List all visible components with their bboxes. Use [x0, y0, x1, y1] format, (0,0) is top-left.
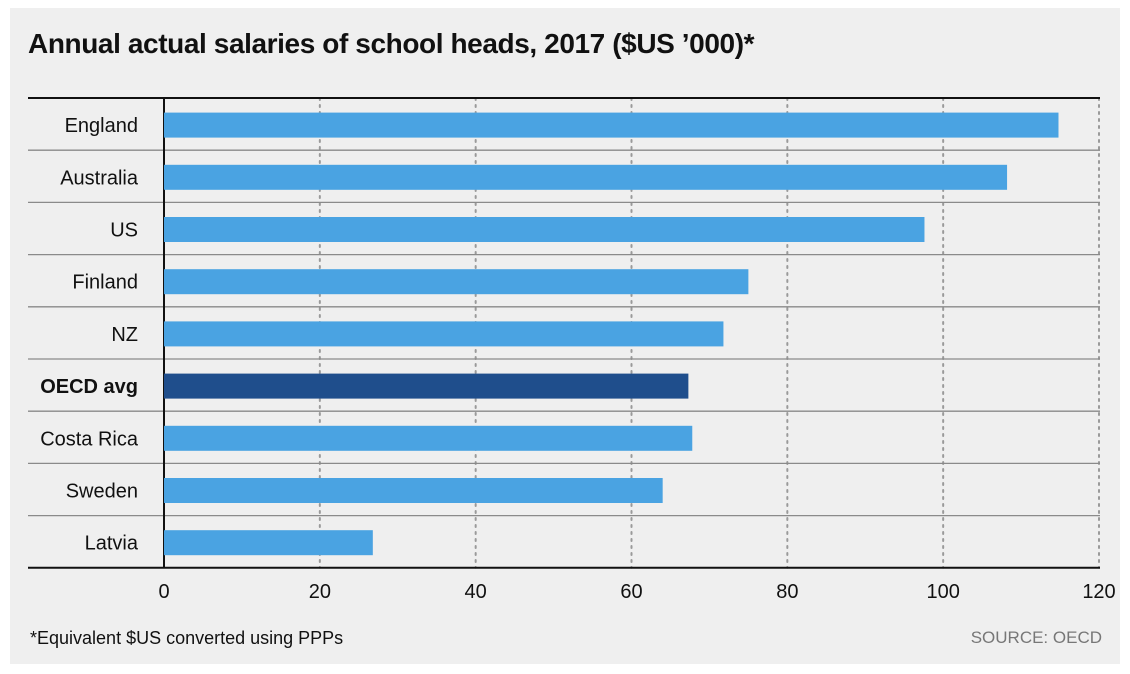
x-axis-ticks: 0 20 40 60 80 100 120 [158, 581, 1115, 603]
bar-australia [164, 164, 1008, 190]
category-label-oecd-avg: OECD avg [40, 376, 138, 398]
x-tick-label-120: 120 [1082, 581, 1115, 603]
bar-sweden [164, 478, 663, 503]
bar-us [164, 217, 925, 242]
x-tick-label-20: 20 [309, 581, 331, 603]
bar-finland [164, 269, 749, 295]
source-credit: SOURCE: OECD [970, 628, 1102, 647]
bar-nz [164, 321, 724, 347]
x-tick-label-40: 40 [465, 581, 487, 603]
category-labels: England Australia US Finland NZ OECD avg Costa… [40, 115, 139, 555]
x-tick-label-80: 80 [776, 581, 798, 603]
x-tick-label-100: 100 [926, 581, 959, 603]
bar-oecd-avg [164, 373, 689, 399]
category-label-costa-rica: Costa Rica [40, 428, 139, 450]
category-label-sweden: Sweden [66, 481, 138, 503]
x-tick-label-60: 60 [620, 581, 642, 603]
x-tick-label-0: 0 [158, 581, 169, 603]
bar-latvia [164, 530, 373, 556]
bar-costa-rica [164, 425, 693, 451]
bars [164, 112, 1059, 556]
bar-england [164, 112, 1059, 138]
category-label-england: England [65, 115, 138, 137]
category-label-latvia: Latvia [85, 533, 139, 555]
category-label-us: US [110, 220, 138, 242]
category-label-australia: Australia [60, 167, 139, 189]
footnote: *Equivalent $US converted using PPPs [30, 628, 344, 648]
row-separators [28, 97, 1100, 569]
category-label-nz: NZ [111, 324, 138, 346]
category-label-finland: Finland [72, 272, 138, 294]
chart-title: Annual actual salaries of school heads, … [28, 28, 755, 59]
